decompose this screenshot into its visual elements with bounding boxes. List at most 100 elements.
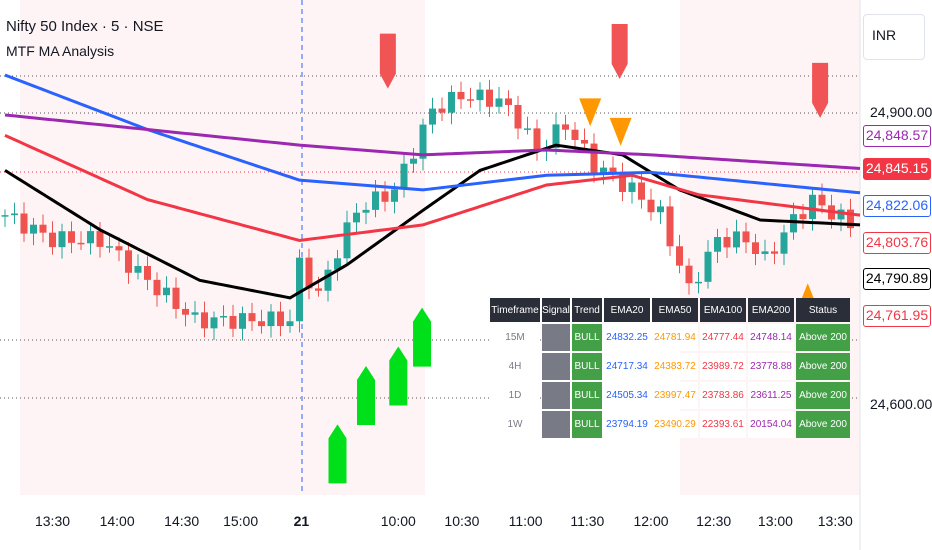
table-cell: 24505.34 xyxy=(604,382,650,409)
table-cell: 20154.04 xyxy=(748,411,794,438)
x-tick-label: 13:30 xyxy=(34,513,71,529)
symbol-title[interactable]: Nifty 50 Index · 5 · NSE xyxy=(6,18,164,35)
table-cell: 15M xyxy=(490,324,540,351)
currency-button[interactable]: INR xyxy=(863,14,925,60)
candle xyxy=(239,313,246,329)
table-cell: 22393.61 xyxy=(700,411,746,438)
candle xyxy=(467,99,474,101)
candle xyxy=(201,312,208,329)
x-tick-label: 14:30 xyxy=(164,513,200,529)
table-cell: 23997.47 xyxy=(652,382,698,409)
candle xyxy=(619,173,626,192)
candle xyxy=(153,279,161,296)
candle xyxy=(115,246,123,251)
candle xyxy=(77,242,85,245)
candle xyxy=(68,231,75,243)
candle xyxy=(761,251,769,254)
candle xyxy=(809,194,816,220)
table-cell: 24781.94 xyxy=(652,324,698,351)
table-cell: 23778.88 xyxy=(748,353,794,380)
table-row: 1W BULL 23794.19 23490.29 22393.61 20154.04 Ab… xyxy=(490,411,850,438)
candle xyxy=(30,224,37,234)
candle xyxy=(628,182,636,192)
indicator-name[interactable]: MTF MA Analysis xyxy=(6,43,115,59)
candle xyxy=(220,315,227,318)
candle xyxy=(49,232,56,248)
candle xyxy=(11,213,18,216)
candle xyxy=(210,317,218,329)
price-label: 24,848.57 xyxy=(863,125,931,147)
candle xyxy=(1,215,9,217)
candle xyxy=(676,246,683,266)
table-header: EMA200 xyxy=(748,298,794,322)
candle xyxy=(191,312,199,315)
candle xyxy=(87,231,94,244)
table-row: 1D BULL 24505.34 23997.47 23783.86 23611.25 Ab… xyxy=(490,382,850,409)
candle xyxy=(818,194,826,206)
candle xyxy=(799,214,807,220)
candle xyxy=(381,191,389,202)
table-cell: 23989.72 xyxy=(700,353,746,380)
table-cell: Above 200 xyxy=(796,353,850,380)
x-tick-label: 11:00 xyxy=(508,513,543,529)
table-row: 4H BULL 24717.34 24383.72 23989.72 23778.88 Ab… xyxy=(490,353,850,380)
candle xyxy=(229,315,237,329)
table-cell: BULL xyxy=(572,353,602,380)
y-tick-label: 24,900.00 xyxy=(870,104,932,120)
candle xyxy=(533,128,541,150)
candle xyxy=(305,257,313,289)
candle xyxy=(505,98,512,105)
table-cell xyxy=(542,324,570,351)
price-label: 24,845.15 xyxy=(863,158,931,180)
table-cell: Above 200 xyxy=(796,382,850,409)
candle xyxy=(324,269,332,291)
candle xyxy=(410,158,417,164)
buy-marker-icon xyxy=(328,424,347,484)
x-tick-label: 10:00 xyxy=(380,513,416,529)
candle xyxy=(258,321,265,327)
sell-marker-icon xyxy=(379,33,396,89)
candle xyxy=(391,189,398,202)
candle xyxy=(742,231,750,243)
table-cell: 23490.29 xyxy=(652,411,698,438)
table-header: EMA20 xyxy=(604,298,650,322)
table-header: Timeframe xyxy=(490,298,540,322)
candle xyxy=(733,231,740,248)
y-tick-label: 24,600.00 xyxy=(870,395,932,412)
table-cell xyxy=(542,353,570,380)
table-cell: Above 200 xyxy=(796,411,850,438)
table-cell: BULL xyxy=(572,411,602,438)
candle xyxy=(419,124,427,159)
table-cell: BULL xyxy=(572,382,602,409)
table-cell: Above 200 xyxy=(796,324,850,351)
candle xyxy=(343,222,351,259)
price-label: 24,790.89 xyxy=(863,268,931,290)
buy-marker-icon xyxy=(389,346,408,406)
candle xyxy=(581,139,588,144)
ema-line-ema50 xyxy=(4,134,861,242)
candle xyxy=(134,265,142,273)
sell-marker-icon xyxy=(611,23,628,79)
candle xyxy=(600,167,607,173)
price-label: 24,822.06 xyxy=(863,195,931,217)
candle xyxy=(334,258,341,270)
candle xyxy=(476,89,484,101)
candle xyxy=(552,124,560,149)
candle xyxy=(609,167,617,174)
candle xyxy=(514,104,522,129)
price-label: 24,761.95 xyxy=(863,305,931,327)
candle xyxy=(267,311,275,327)
buy-marker-icon xyxy=(357,365,375,425)
candle xyxy=(58,231,66,248)
candle xyxy=(286,321,294,327)
candle xyxy=(571,129,579,140)
candle xyxy=(771,251,778,254)
price-label: 24,803.76 xyxy=(863,232,931,254)
table-cell xyxy=(542,411,570,438)
candle xyxy=(638,182,645,200)
table-cell: 24832.25 xyxy=(604,324,650,351)
candle xyxy=(353,212,360,223)
table-cell: 24748.14 xyxy=(748,324,794,351)
candle xyxy=(486,89,493,107)
